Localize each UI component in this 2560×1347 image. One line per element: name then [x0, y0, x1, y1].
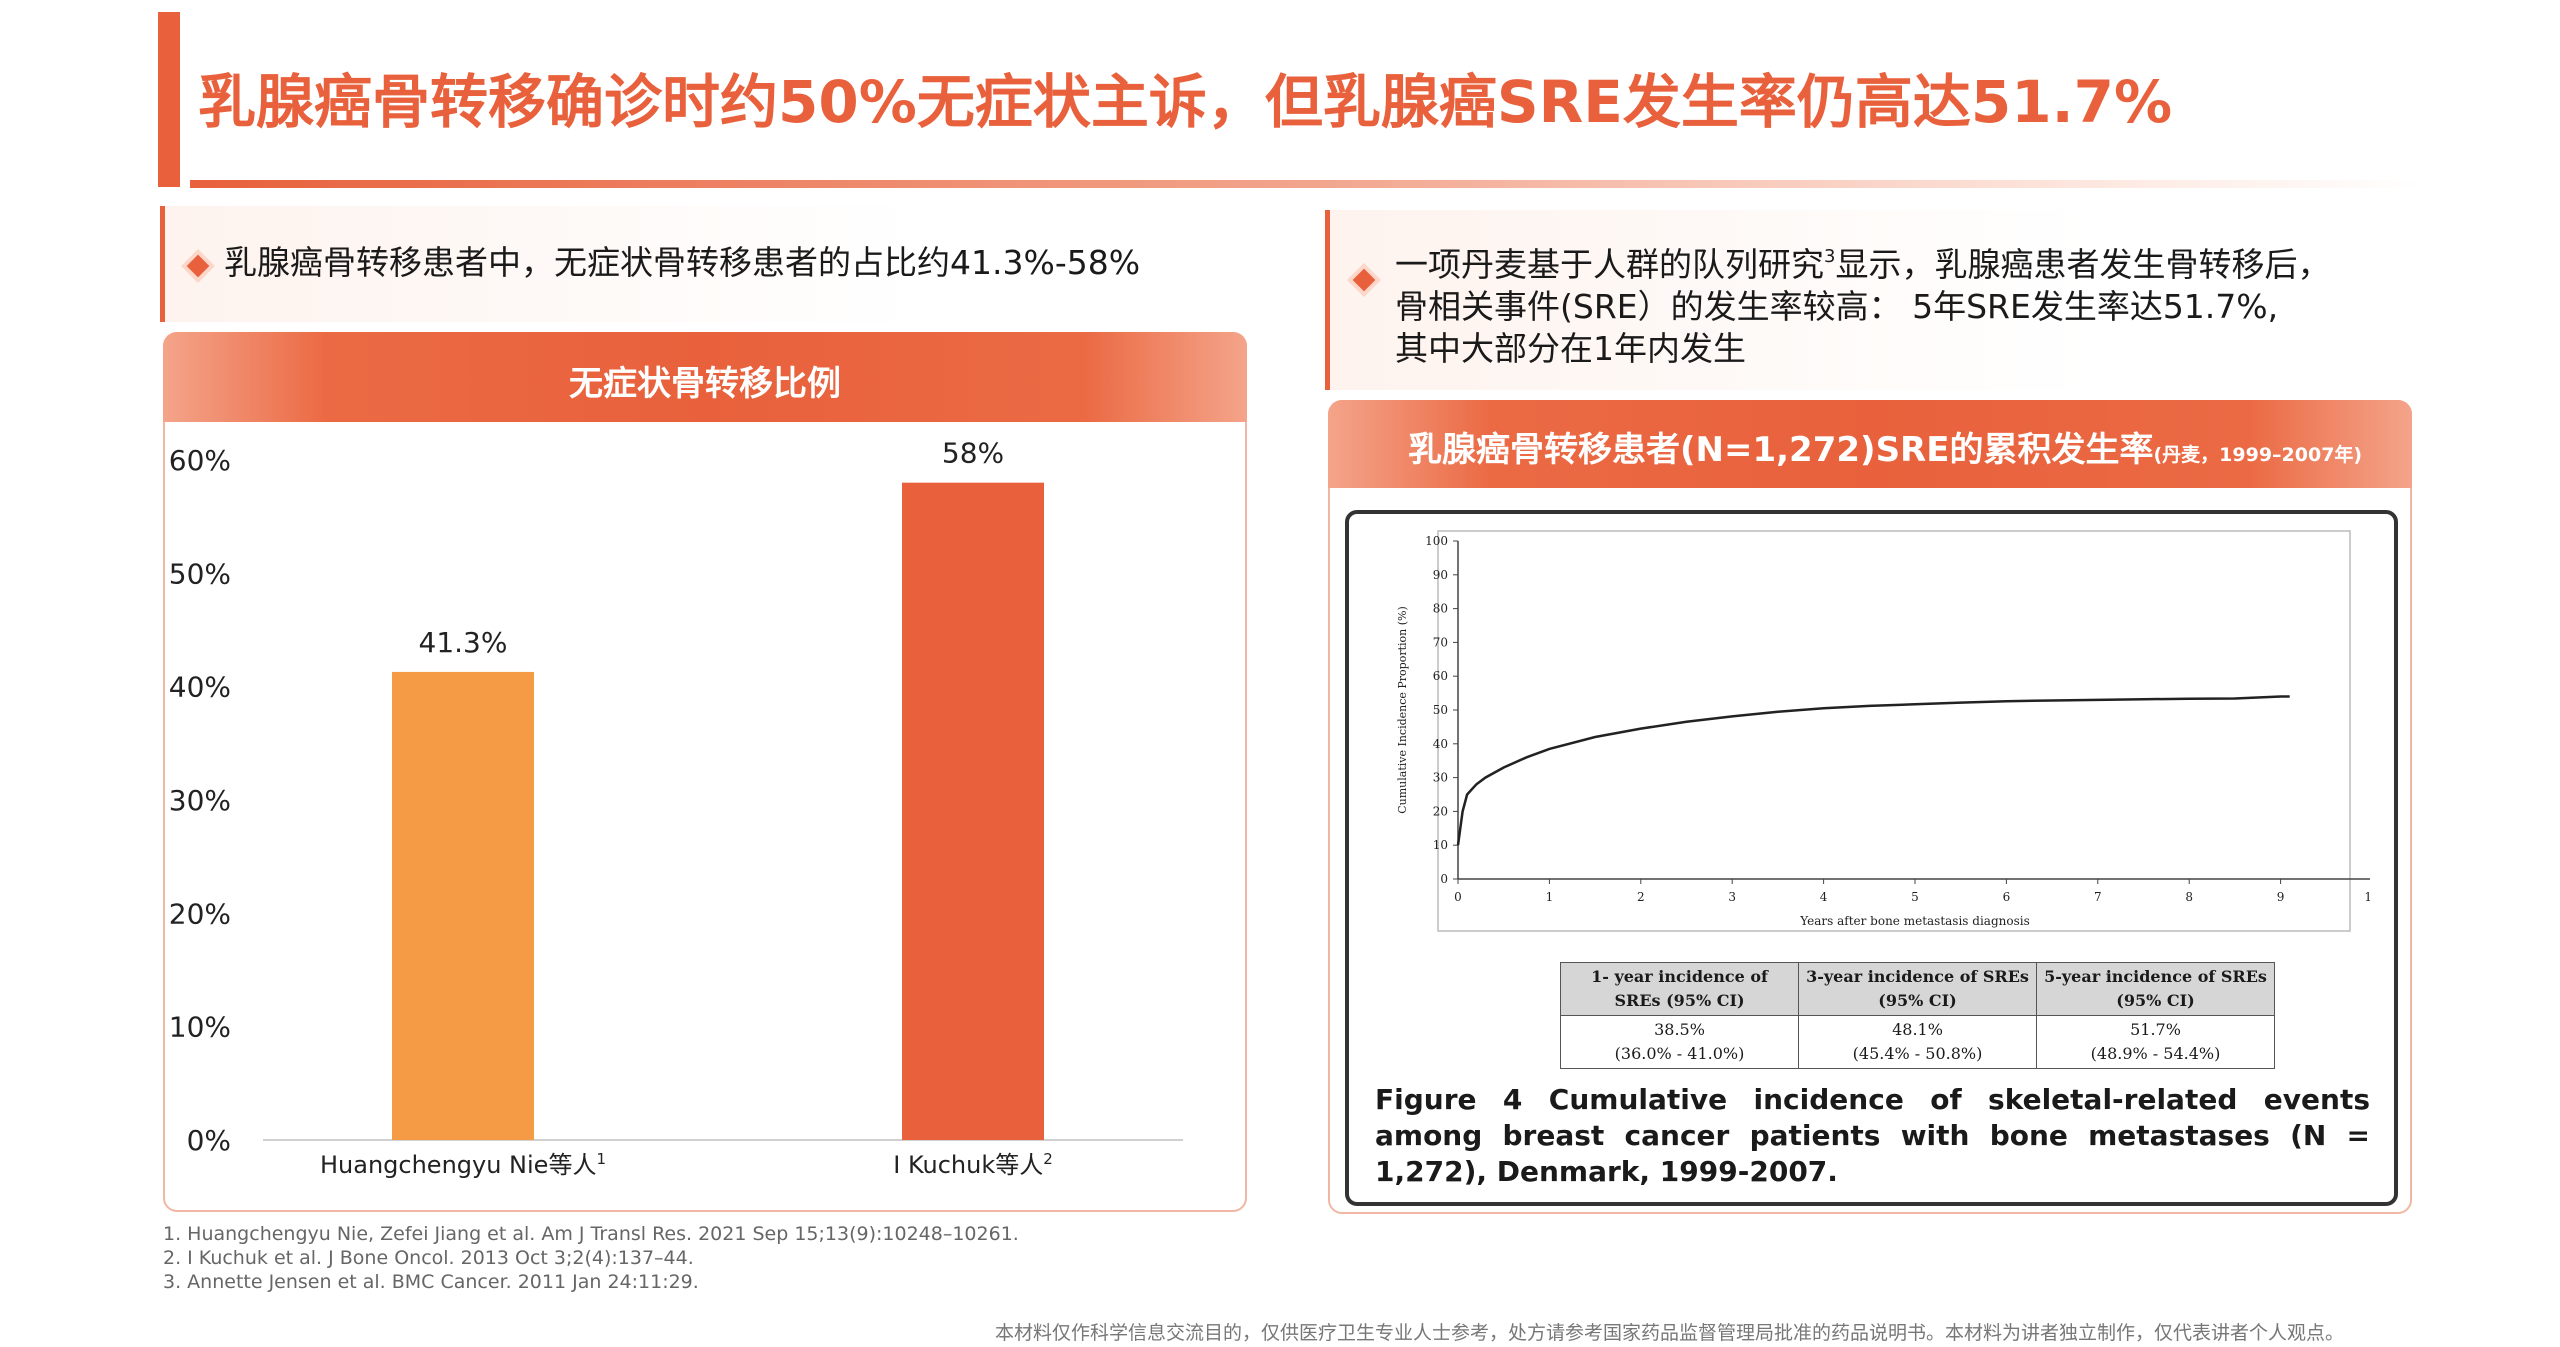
table-cell: 51.7% (48.9% - 54.4%) — [2036, 1015, 2275, 1069]
table-header-row: 1- year incidence of SREs (95% CI) 3-yea… — [1560, 962, 2275, 1016]
x-tick-label: 9 — [2277, 890, 2285, 904]
bar-chart-title: 无症状骨转移比例 — [569, 364, 841, 404]
line-chart: 0 10 20 30 40 50 60 70 80 90 100 0 1 2 3 4 5 6 7 8 9 10 Years … — [1396, 530, 2370, 932]
bar — [392, 671, 534, 1140]
bar-chart-header: 无症状骨转移比例 — [163, 332, 1247, 422]
table-header-cell: 1- year incidence of SREs (95% CI) — [1560, 962, 1799, 1016]
right-bullet-text: 一项丹麦基于人群的队列研究3显示，乳腺癌患者发生骨转移后， 骨相关事件(SRE）… — [1395, 236, 2330, 370]
y-tick-label: 50% — [169, 557, 231, 590]
bar-value-label: 58% — [942, 437, 1004, 470]
x-tick-label: 1 — [1546, 890, 1554, 904]
bar-value-label: 41.3% — [419, 626, 508, 659]
figure-box — [1345, 510, 2398, 1206]
left-bullet-text: 乳腺癌骨转移患者中，无症状骨转移患者的占比约41.3%-58% — [224, 243, 1141, 282]
y-tick-label: 20% — [169, 897, 231, 930]
x-tick-label: 0 — [1454, 890, 1462, 904]
table-header-cell: 3-year incidence of SREs (95% CI) — [1798, 962, 2037, 1016]
y-tick-label: 90 — [1433, 568, 1448, 582]
line-chart-title: 乳腺癌骨转移患者(N=1,272)SRE的累积发生率(丹麦，1999–2007年… — [1408, 422, 2362, 471]
x-tick-label: 7 — [2094, 890, 2102, 904]
x-category-label: I Kuchuk等人2 — [893, 1150, 1053, 1179]
line-chart-title-small: (丹麦，1999–2007年) — [2153, 444, 2363, 466]
table-header-cell: 5-year incidence of SREs (95% CI) — [2036, 962, 2275, 1016]
x-tick-label: 2 — [1637, 890, 1645, 904]
bar — [902, 482, 1044, 1141]
x-tick-label: 5 — [1911, 890, 1919, 904]
right-bullet-line3: 其中大部分在1年内发生 — [1395, 329, 1746, 368]
left-bullet-panel — [160, 206, 1245, 322]
y-tick-label: 40% — [169, 671, 231, 704]
x-tick-label: 3 — [1728, 890, 1736, 904]
y-tick-label: 0 — [1440, 872, 1448, 886]
y-tick-label: 30% — [169, 784, 231, 817]
y-axis-label: Cumulative Incidence Proportion (%) — [1396, 606, 1409, 814]
y-tick-label: 60% — [169, 444, 231, 477]
x-tick-label: 8 — [2185, 890, 2193, 904]
y-tick-label: 20 — [1433, 804, 1448, 818]
title-accent-bar — [158, 12, 180, 187]
right-bullet-panel — [1325, 210, 2420, 390]
page-title: 乳腺癌骨转移确诊时约50%无症状主诉，但乳腺癌SRE发生率仍高达51.7% — [198, 68, 2173, 136]
y-tick-label: 80 — [1433, 602, 1448, 616]
y-tick-label: 100 — [1425, 534, 1448, 548]
bar-chart: 0% 10% 20% 30% 40% 50% 60% 41.3% Huangchengyu N… — [169, 437, 1183, 1179]
y-tick-label: 60 — [1433, 669, 1448, 683]
table-row: 38.5% (36.0% - 41.0%) 48.1% (45.4% - 50.8%… — [1560, 1015, 2275, 1069]
x-category-label: Huangchengyu Nie等人1 — [320, 1150, 606, 1179]
disclaimer: 本材料仅作科学信息交流目的，仅供医疗卫生专业人士参考，处方请参考国家药品监督管理… — [995, 1322, 2345, 1344]
right-bullet-line2: 骨相关事件(SRE）的发生率较高： 5年SRE发生率达51.7%, — [1395, 287, 2279, 326]
line-chart-header: 乳腺癌骨转移患者(N=1,272)SRE的累积发生率(丹麦，1999–2007年… — [1328, 400, 2412, 488]
x-axis-label: Years after bone metastasis diagnosis — [1799, 914, 2030, 928]
line-chart-title-main: 乳腺癌骨转移患者(N=1,272)SRE的累积发生率 — [1408, 430, 2154, 470]
y-tick-label: 70 — [1433, 635, 1448, 649]
x-tick-label: 4 — [1820, 890, 1828, 904]
y-tick-label: 30 — [1433, 771, 1448, 785]
reference-item: 1. Huangchengyu Nie, Zefei Jiang et al. … — [163, 1223, 1019, 1245]
y-tick-label: 0% — [187, 1124, 231, 1157]
x-tick-label: 6 — [2003, 890, 2011, 904]
incidence-table: 1- year incidence of SREs (95% CI) 3-yea… — [1560, 962, 2275, 1069]
table-cell: 38.5% (36.0% - 41.0%) — [1560, 1015, 1799, 1069]
y-tick-label: 10% — [169, 1011, 231, 1044]
x-tick-label: 10 — [2364, 890, 2370, 904]
plot-frame — [1437, 530, 2351, 932]
ref-sup-3: 3 — [1824, 246, 1836, 267]
y-tick-label: 40 — [1433, 737, 1448, 751]
references: 1. Huangchengyu Nie, Zefei Jiang et al. … — [163, 1222, 1019, 1294]
y-tick-label: 10 — [1433, 838, 1448, 852]
right-bullet-line1a: 一项丹麦基于人群的队列研究 — [1395, 245, 1824, 284]
bar-chart-card — [163, 332, 1247, 1212]
title-underline — [190, 180, 2420, 188]
table-cell: 48.1% (45.4% - 50.8%) — [1798, 1015, 2037, 1069]
reference-item: 2. I Kuchuk et al. J Bone Oncol. 2013 Oc… — [163, 1247, 694, 1269]
reference-item: 3. Annette Jensen et al. BMC Cancer. 201… — [163, 1271, 699, 1293]
series-line — [1456, 695, 2290, 846]
y-tick-label: 50 — [1433, 703, 1448, 717]
right-bullet-line1b: 显示，乳腺癌患者发生骨转移后， — [1835, 245, 2331, 284]
figure-caption: Figure 4 Cumulative incidence of skeleta… — [1375, 1083, 2370, 1188]
